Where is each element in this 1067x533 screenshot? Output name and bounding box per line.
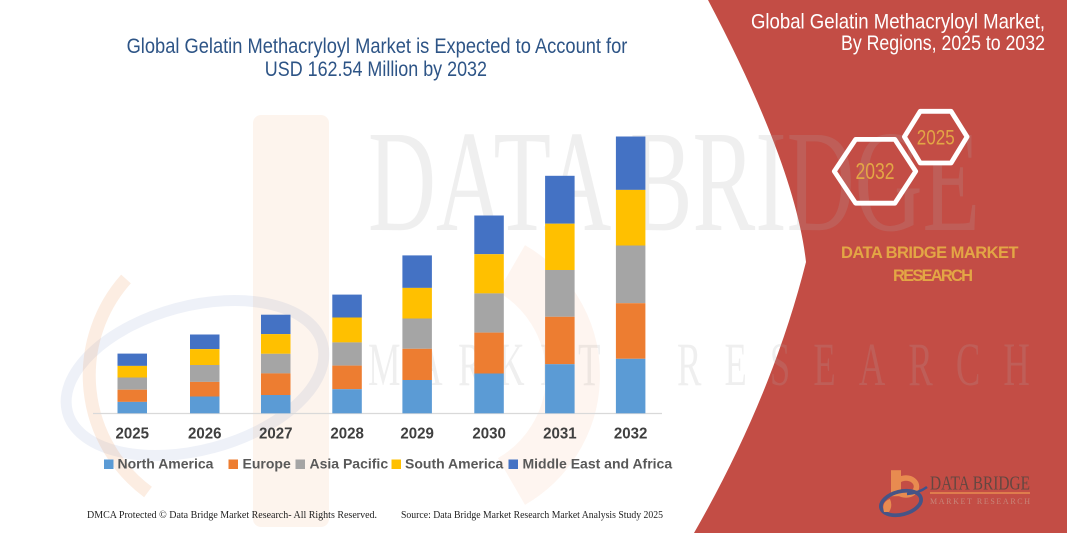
svg-text:2032: 2032 [856, 158, 895, 184]
svg-text:South America: South America [405, 456, 503, 472]
svg-text:2026: 2026 [188, 426, 222, 443]
svg-text:2028: 2028 [330, 426, 364, 443]
svg-text:2031: 2031 [543, 426, 577, 443]
svg-text:DATA BRIDGE: DATA BRIDGE [368, 102, 980, 262]
svg-text:DMCA Protected © Data Bridge M: DMCA Protected © Data Bridge Market Rese… [87, 509, 377, 521]
svg-text:2025: 2025 [116, 426, 150, 443]
svg-text:MARKET RESEARCH: MARKET RESEARCH [930, 497, 1030, 506]
svg-text:Global Gelatin Methacryloyl Ma: Global Gelatin Methacryloyl Market, [751, 11, 1045, 34]
svg-text:USD 162.54 Million by 2032: USD 162.54 Million by 2032 [265, 57, 487, 81]
svg-text:Source: Data Bridge Market Res: Source: Data Bridge Market Research Mark… [401, 509, 663, 521]
svg-text:North America: North America [118, 456, 214, 472]
svg-text:Middle East and Africa: Middle East and Africa [523, 456, 673, 472]
svg-text:2025: 2025 [917, 127, 955, 150]
svg-text:DATA BRIDGE MARKET: DATA BRIDGE MARKET [841, 244, 1019, 262]
svg-text:DATA BRIDGE: DATA BRIDGE [930, 473, 1030, 495]
svg-text:RESEARCH: RESEARCH [893, 267, 973, 285]
svg-text:Asia Pacific: Asia Pacific [310, 456, 389, 472]
svg-text:RESEARCH: RESEARCH [677, 330, 1053, 398]
svg-text:2032: 2032 [614, 426, 648, 443]
svg-text:2027: 2027 [259, 426, 293, 443]
svg-text:Global Gelatin Methacryloyl Ma: Global Gelatin Methacryloyl Market is Ex… [127, 34, 628, 58]
svg-text:Europe: Europe [243, 456, 291, 472]
svg-text:By Regions, 2025 to 2032: By Regions, 2025 to 2032 [841, 32, 1045, 55]
svg-text:2030: 2030 [472, 426, 506, 443]
svg-text:2029: 2029 [400, 426, 434, 443]
